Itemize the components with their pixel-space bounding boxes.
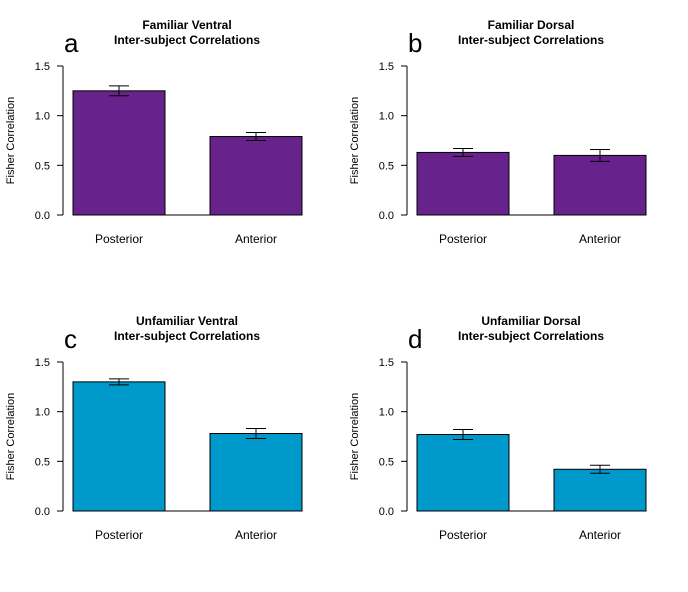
category-label: Posterior <box>439 528 487 542</box>
y-tick-label: 0.0 <box>35 210 50 222</box>
y-tick-label: 0.0 <box>379 506 394 518</box>
bar-posterior <box>72 381 166 512</box>
panel-letter: c <box>64 324 77 354</box>
category-label: Posterior <box>95 232 143 246</box>
panel-letter: a <box>64 28 79 58</box>
y-tick-label: 1.0 <box>35 111 50 123</box>
y-axis-label: Fisher Correlation <box>349 393 361 480</box>
panel-letter: b <box>408 28 422 58</box>
y-tick-label: 1.0 <box>379 407 394 419</box>
category-label: Anterior <box>235 232 277 246</box>
bar-anterior <box>209 136 303 216</box>
chart-title-line-1: Familiar Dorsal <box>488 18 575 32</box>
y-tick-label: 1.5 <box>379 357 394 369</box>
y-tick-label: 1.5 <box>35 61 50 73</box>
bar-posterior <box>416 151 510 216</box>
y-tick-label: 1.5 <box>379 61 394 73</box>
chart-title-line-2: Inter-subject Correlations <box>114 33 260 47</box>
y-tick-label: 0.5 <box>35 160 50 172</box>
bar-posterior <box>416 434 510 512</box>
category-label: Posterior <box>95 528 143 542</box>
y-tick-label: 1.0 <box>379 111 394 123</box>
y-tick-label: 0.5 <box>379 456 394 468</box>
bar-anterior <box>553 468 647 512</box>
chart-title-line-2: Inter-subject Correlations <box>458 33 604 47</box>
y-axis-label: Fisher Correlation <box>5 393 17 480</box>
category-label: Posterior <box>439 232 487 246</box>
y-tick-label: 0.5 <box>379 160 394 172</box>
chart-title-line-1: Unfamiliar Ventral <box>136 314 238 328</box>
category-label: Anterior <box>579 232 621 246</box>
category-label: Anterior <box>235 528 277 542</box>
bar-anterior <box>209 433 303 512</box>
y-tick-label: 1.0 <box>35 407 50 419</box>
y-axis-label: Fisher Correlation <box>5 97 17 184</box>
y-tick-label: 0.0 <box>35 506 50 518</box>
y-tick-label: 0.5 <box>35 456 50 468</box>
bar-posterior <box>72 90 166 216</box>
chart-title-line-2: Inter-subject Correlations <box>114 329 260 343</box>
category-label: Anterior <box>579 528 621 542</box>
chart-title-line-2: Inter-subject Correlations <box>458 329 604 343</box>
y-tick-label: 1.5 <box>35 357 50 369</box>
chart-title-line-1: Unfamiliar Dorsal <box>481 314 580 328</box>
y-axis-label: Fisher Correlation <box>349 97 361 184</box>
y-tick-label: 0.0 <box>379 210 394 222</box>
bar-anterior <box>553 154 647 216</box>
chart-title-line-1: Familiar Ventral <box>142 18 231 32</box>
panel-letter: d <box>408 324 422 354</box>
